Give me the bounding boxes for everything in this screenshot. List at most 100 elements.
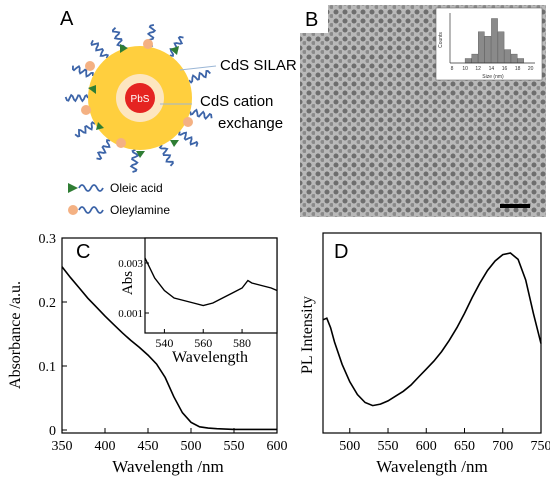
panel-b-label-box [300, 5, 328, 33]
x-tick-label: 500 [339, 439, 360, 454]
oleic-acid-head [170, 46, 179, 55]
inset-x-tick-label: 560 [194, 336, 212, 350]
x-tick-label: 550 [378, 439, 399, 454]
absorbance-curve [61, 266, 277, 431]
ligand-chain [169, 35, 184, 57]
y-tick-label: 0.1 [39, 360, 57, 375]
x-tick-label: 750 [531, 439, 550, 454]
histogram-xlabel: Size (nm) [482, 74, 504, 80]
inset-ticks: 540 560 580 0.001 0.003 [118, 258, 251, 350]
ligands [64, 24, 213, 173]
oleic-acid-legend-label: Oleic acid [110, 181, 163, 195]
oleylamine-head [85, 61, 95, 71]
panel-a-label: A [60, 8, 74, 30]
panel-d: D 500 550 600 650 700 750 Wavelength /nm PL I… [299, 232, 550, 476]
histogram-bar [517, 58, 524, 64]
oleylamine-legend-wave [78, 206, 104, 214]
histogram-x-ticks: 8 10 12 14 16 18 20 [451, 66, 534, 72]
histogram-bar [464, 58, 472, 64]
histogram-tick-label: 20 [528, 66, 534, 72]
cds-cation-label-line2: exchange [218, 115, 283, 132]
x-tick-label: 350 [52, 439, 73, 454]
histogram-bar [471, 53, 479, 64]
panel-c-label: C [76, 241, 90, 263]
ligand-chain [129, 148, 140, 173]
panel-c: C 350 400 450 500 550 600 0 0.1 0.2 0.3 Wavelengt… [7, 232, 288, 476]
histogram-bar [478, 31, 485, 64]
oleylamine-legend-icon [68, 205, 78, 215]
histogram-tick-label: 18 [515, 66, 521, 72]
inset-x-tick-label: 580 [233, 336, 251, 350]
ligand-chain [74, 121, 96, 138]
panel-d-label: D [334, 241, 348, 263]
histogram-bar [484, 36, 492, 64]
x-tick-label: 400 [95, 439, 116, 454]
oleic-acid-head [120, 44, 128, 53]
oleic-acid-head [88, 85, 96, 94]
histogram-bars [464, 18, 524, 64]
histogram-bar [510, 53, 518, 64]
histogram-bar [491, 18, 498, 64]
panel-d-ylabel: PL Intensity [299, 296, 316, 374]
x-tick-label: 500 [181, 439, 202, 454]
x-tick-label: 450 [138, 439, 159, 454]
y-tick-label: 0.3 [39, 232, 57, 247]
histogram-tick-label: 12 [475, 66, 481, 72]
cds-cation-label-line1: CdS cation [200, 93, 273, 110]
x-tick-label: 600 [267, 439, 288, 454]
pbs-core [125, 83, 155, 113]
panel-a: A PbS CdS SILAR CdS cation exchange [60, 8, 297, 217]
panel-d-ticks: 500 550 600 650 700 750 [339, 428, 550, 454]
panel-c-inset: 540 560 580 0.001 0.003 Wavelength Abs [118, 237, 278, 366]
ligand-chain [188, 69, 211, 84]
histogram-tick-label: 8 [451, 66, 454, 72]
pl-curve [322, 252, 542, 407]
inset-xlabel: Wavelength [172, 349, 248, 366]
oleylamine-head [81, 105, 91, 115]
ligand-chain [71, 64, 94, 78]
inset-y-tick-label: 0.003 [118, 258, 143, 270]
panel-d-frame [322, 232, 542, 434]
x-tick-label: 550 [224, 439, 245, 454]
panel-b: B 8 10 12 14 16 18 20 Size (nm) Counts [300, 5, 546, 217]
ligand-chain [158, 144, 174, 167]
x-tick-label: 600 [416, 439, 437, 454]
oleic-acid-head [170, 140, 179, 147]
y-tick-label: 0 [49, 424, 56, 439]
ligand-chain [178, 131, 199, 147]
histogram-bar [497, 31, 505, 64]
panel-d-xlabel: Wavelength /nm [376, 457, 487, 476]
ligand-heads [81, 39, 193, 158]
oleic-acid-legend-icon [68, 183, 78, 193]
scale-bar [500, 204, 530, 208]
cds-silar-label: CdS SILAR [220, 57, 297, 74]
histogram-tick-label: 16 [502, 66, 508, 72]
x-tick-label: 700 [492, 439, 513, 454]
ligand-chain [90, 39, 109, 59]
inset-x-tick-label: 540 [155, 336, 173, 350]
panel-c-ticks: 350 400 450 500 550 600 0 0.1 0.2 0.3 [39, 232, 288, 454]
oleic-acid-head [96, 122, 104, 130]
inset-absorbance-curve [144, 257, 278, 307]
y-tick-label: 0.2 [39, 296, 57, 311]
histogram-ylabel: Counts [438, 32, 444, 48]
pbs-core-label: PbS [131, 94, 150, 105]
size-histogram-inset: 8 10 12 14 16 18 20 Size (nm) Counts [435, 7, 543, 81]
oleylamine-head [116, 138, 126, 148]
inset-frame [144, 237, 278, 334]
ligand-chain [96, 139, 111, 161]
histogram-tick-label: 14 [489, 66, 495, 72]
inset-ylabel: Abs [120, 271, 136, 295]
oleylamine-head [143, 39, 153, 49]
leader-line-silar [179, 65, 217, 71]
inset-y-tick-label: 0.001 [118, 308, 143, 320]
oleylamine-legend-label: Oleylamine [110, 203, 170, 217]
histogram-tick-label: 10 [462, 66, 468, 72]
panel-b-label: B [305, 9, 318, 31]
histogram-bar [504, 49, 511, 64]
panel-c-xlabel: Wavelength /nm [112, 457, 223, 476]
oleic-acid-legend-wave [78, 184, 104, 192]
panel-c-ylabel: Absorbance /a.u. [7, 281, 24, 389]
ligand-chain [189, 108, 213, 120]
